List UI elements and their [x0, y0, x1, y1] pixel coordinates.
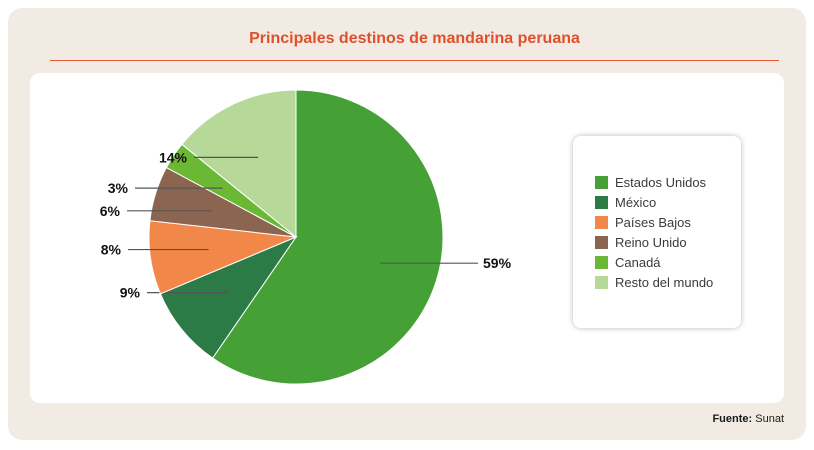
legend-item: Resto del mundo — [595, 272, 713, 292]
legend-item: Reino Unido — [595, 232, 713, 252]
data-label-1: 9% — [120, 285, 141, 301]
legend-swatch — [595, 195, 608, 209]
data-label-2: 8% — [101, 242, 122, 258]
legend-label: Canadá — [615, 254, 661, 270]
legend-swatch — [595, 235, 608, 249]
legend-label: México — [615, 194, 657, 210]
legend-item: Canadá — [595, 252, 713, 272]
pie-slice-resto-del-mundo — [181, 89, 297, 239]
chart-title: Principales destinos de mandarina peruan… — [249, 30, 580, 47]
legend-swatch — [595, 175, 608, 189]
legend-label: Resto del mundo — [615, 274, 714, 290]
pie-slice-m-xico — [159, 235, 298, 359]
title-divider — [50, 60, 779, 61]
source-note: Fuente: Sunat — [712, 413, 784, 425]
data-label-4: 3% — [108, 180, 129, 196]
legend-swatch — [595, 275, 608, 289]
legend-item: México — [595, 192, 713, 212]
source-value: Sunat — [755, 413, 784, 425]
source-label: Fuente: — [712, 413, 753, 425]
legend-item: Países Bajos — [595, 212, 713, 232]
pie-slice-estados-unidos — [211, 89, 444, 385]
data-label-5: 14% — [159, 149, 188, 165]
chart-legend: Estados Unidos México Países Bajos Reino Un… — [573, 136, 741, 328]
legend-label: Estados Unidos — [615, 174, 707, 190]
legend-item: Estados Unidos — [595, 172, 713, 192]
legend-label: Reino Unido — [615, 234, 687, 250]
data-label-3: 6% — [100, 203, 121, 219]
data-label-0: 59% — [483, 255, 512, 271]
legend-swatch — [595, 255, 608, 269]
legend-swatch — [595, 215, 608, 229]
legend-label: Países Bajos — [615, 214, 691, 230]
legend-list: Estados Unidos México Países Bajos Reino Un… — [595, 172, 713, 292]
